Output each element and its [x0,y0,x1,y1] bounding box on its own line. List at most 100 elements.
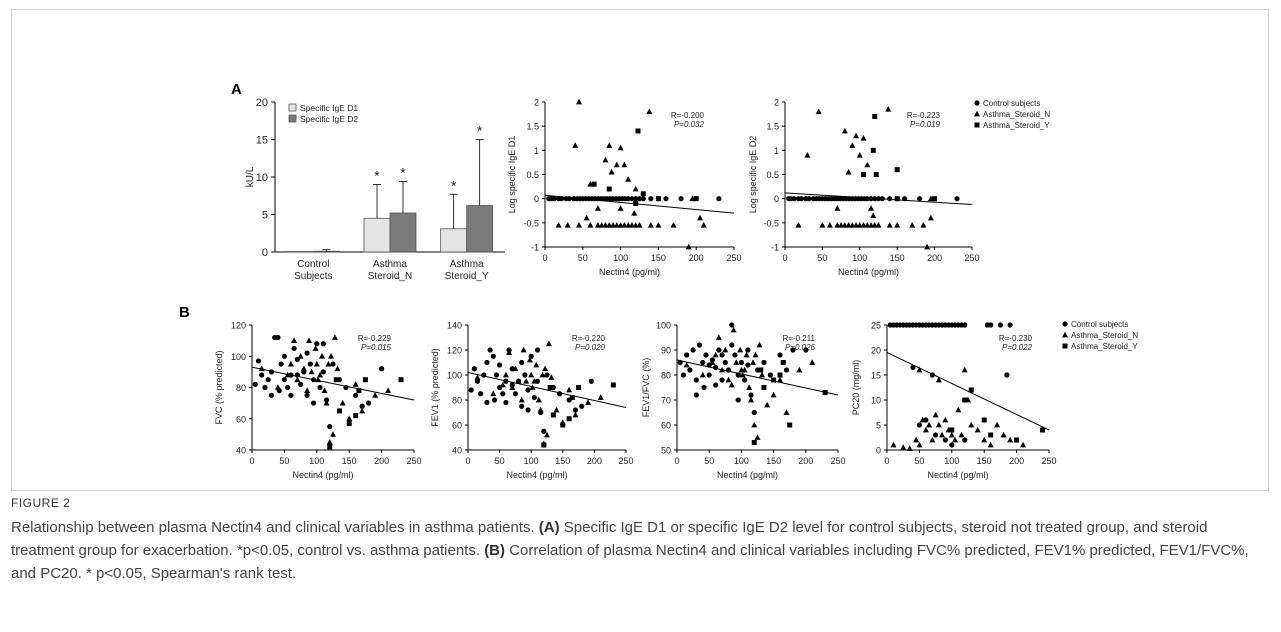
point-steroid-n [815,108,822,115]
point-steroid-y [610,382,616,388]
point-steroid-y [758,367,764,373]
point-control [648,196,654,202]
point-control [330,361,336,367]
x-tick-label: 150 [651,253,666,263]
point-steroid-n [804,151,811,158]
point-control [783,367,790,373]
point-control [353,392,359,398]
point-control [525,387,531,393]
point-control [864,196,870,202]
point-control [954,196,960,202]
point-control [307,361,313,367]
y-tick-label: 100 [656,321,671,331]
point-steroid-n [853,132,860,139]
point-steroid-y [761,385,767,390]
point-steroid-n [515,378,522,384]
point-steroid-n [606,222,613,228]
point-steroid-y [547,385,553,390]
x-tick-label: 150 [342,456,357,466]
x-tick-label: Control [297,259,329,270]
point-control [534,347,541,353]
point-control [544,372,550,378]
point-steroid-n [770,391,777,398]
point-steroid-n [961,366,968,373]
point-steroid-n [926,421,933,428]
point-steroid-y [870,147,876,153]
point-steroid-n [331,334,338,340]
point-steroid-n [939,431,946,438]
point-control [252,381,258,387]
point-steroid-n [699,371,706,378]
point-control [366,400,372,406]
point-steroid-y [777,372,783,378]
point-control [304,350,310,356]
point-control [767,372,773,378]
y-tick-label: 20 [256,97,268,109]
significance-star: * [400,165,406,181]
point-steroid-n [572,411,579,418]
stat-p: P=0.015 [361,343,392,352]
point-steroid-n [756,341,763,348]
bar [389,212,417,253]
point-steroid-y [550,412,556,418]
point-steroid-n [733,359,740,365]
x-axis-label: Nectin4 (pg/ml) [717,470,778,480]
x-tick-label: 50 [914,456,924,466]
y-axis-label: FEV1 (% predicted) [430,348,440,427]
point-control [500,391,506,397]
point-steroid-n [994,421,1001,428]
x-tick-label: 250 [830,456,845,466]
point-steroid-n [819,222,826,228]
y-axis-label: FEV1/FVC (%) [641,358,651,418]
point-steroid-y [346,420,352,426]
point-control [790,347,796,353]
panel-label-a: A [231,81,242,98]
stat-p: P=0.019 [910,120,941,129]
point-steroid-n [572,142,579,148]
point-steroid-n [531,378,538,384]
y-tick-label: 0 [876,446,881,456]
point-control [745,347,751,353]
point-steroid-n [906,445,913,451]
point-steroid-n [749,359,756,365]
x-axis-label: Nectin4 (pg/ml) [599,267,660,277]
x-axis-label: Nectin4 (pg/ml) [292,470,353,480]
point-control [722,359,728,366]
point-control [310,400,317,406]
scatter-log-specific-ige-d2: -1 -0.5 0 0.5 1 1.5 2 0 50 100 150 200 250 Nectin4 (p… [748,98,1050,278]
trend-line [676,359,839,396]
point-steroid-y [873,172,879,177]
point-control [706,372,712,378]
point-steroid-n [352,381,359,387]
y-tick-label: 0 [262,247,268,259]
point-control [281,353,287,359]
point-steroid-n [712,351,719,358]
y-tick-label: 2 [534,98,539,108]
point-steroid-y [560,422,566,428]
x-tick-label: 50 [817,253,827,263]
x-tick-label: 200 [374,456,389,466]
point-control [265,377,271,383]
point-steroid-n [809,359,816,365]
point-control [288,392,294,398]
y-tick-label: 90 [661,346,671,356]
point-steroid-n [385,387,392,394]
x-tick-label: 0 [884,456,889,466]
y-tick-label: 2 [774,98,779,108]
point-steroid-y [356,388,362,394]
point-control [751,409,757,416]
point-steroid-n [916,441,923,448]
point-control [566,196,572,202]
legend-label: Specific IgE D2 [300,114,358,124]
point-steroid-y [1040,427,1046,433]
point-steroid-n [512,365,519,372]
figure-container: A B 0 5 10 15 20 kU/L Control Subjects * * Asthma Ste… [11,9,1269,491]
point-steroid-y [635,128,641,134]
y-tick-label: 0.5 [766,170,779,180]
scatter-fev1-predicted: 40 60 80 100 120 140 0 50 100 150 200 250 Nectin4 (p… [430,321,634,481]
point-steroid-n [981,436,988,443]
point-steroid-n [533,361,540,368]
point-steroid-n [474,374,481,380]
point-steroid-y [861,172,867,177]
point-steroid-n [312,345,319,351]
